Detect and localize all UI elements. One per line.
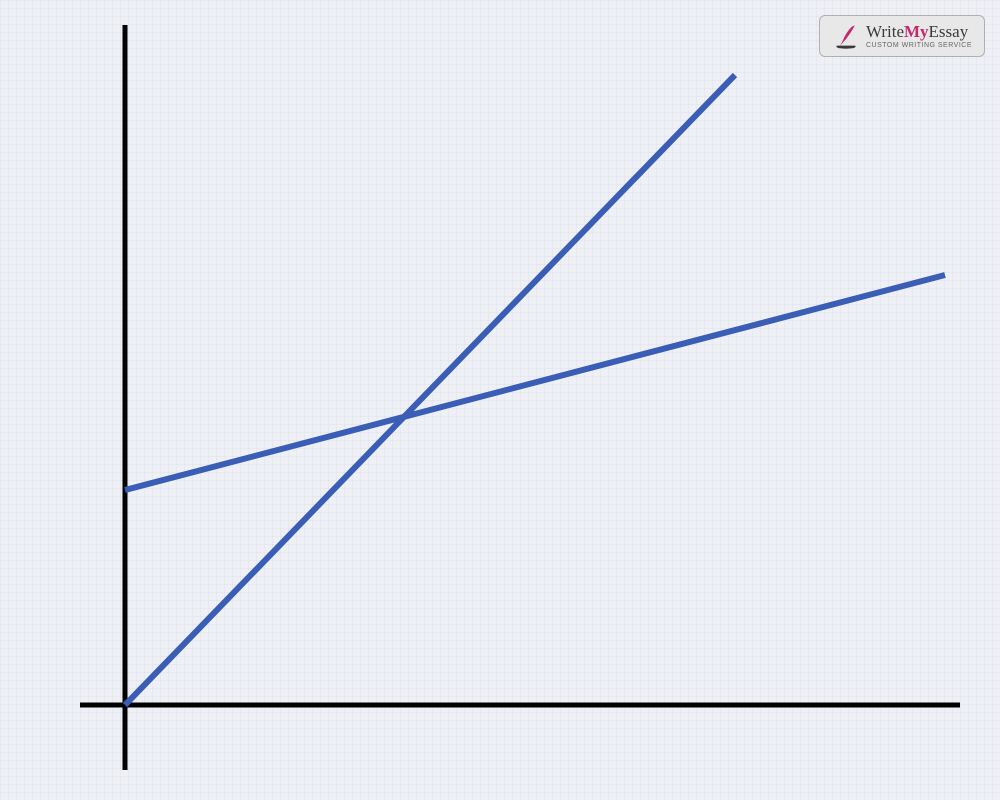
feather-quill-icon xyxy=(832,22,860,50)
watermark-badge: WriteMyEssay CUSTOM WRITING SERVICE xyxy=(819,15,985,57)
watermark-word-my: My xyxy=(904,22,929,41)
watermark-subtitle: CUSTOM WRITING SERVICE xyxy=(866,42,972,49)
watermark-title: WriteMyEssay xyxy=(866,23,972,40)
line-chart xyxy=(0,0,1000,800)
shallow-line xyxy=(125,275,945,490)
watermark-text: WriteMyEssay CUSTOM WRITING SERVICE xyxy=(866,23,972,49)
watermark-word-essay: Essay xyxy=(929,22,969,41)
steep-line xyxy=(125,75,735,705)
watermark-word-write: Write xyxy=(866,22,904,41)
